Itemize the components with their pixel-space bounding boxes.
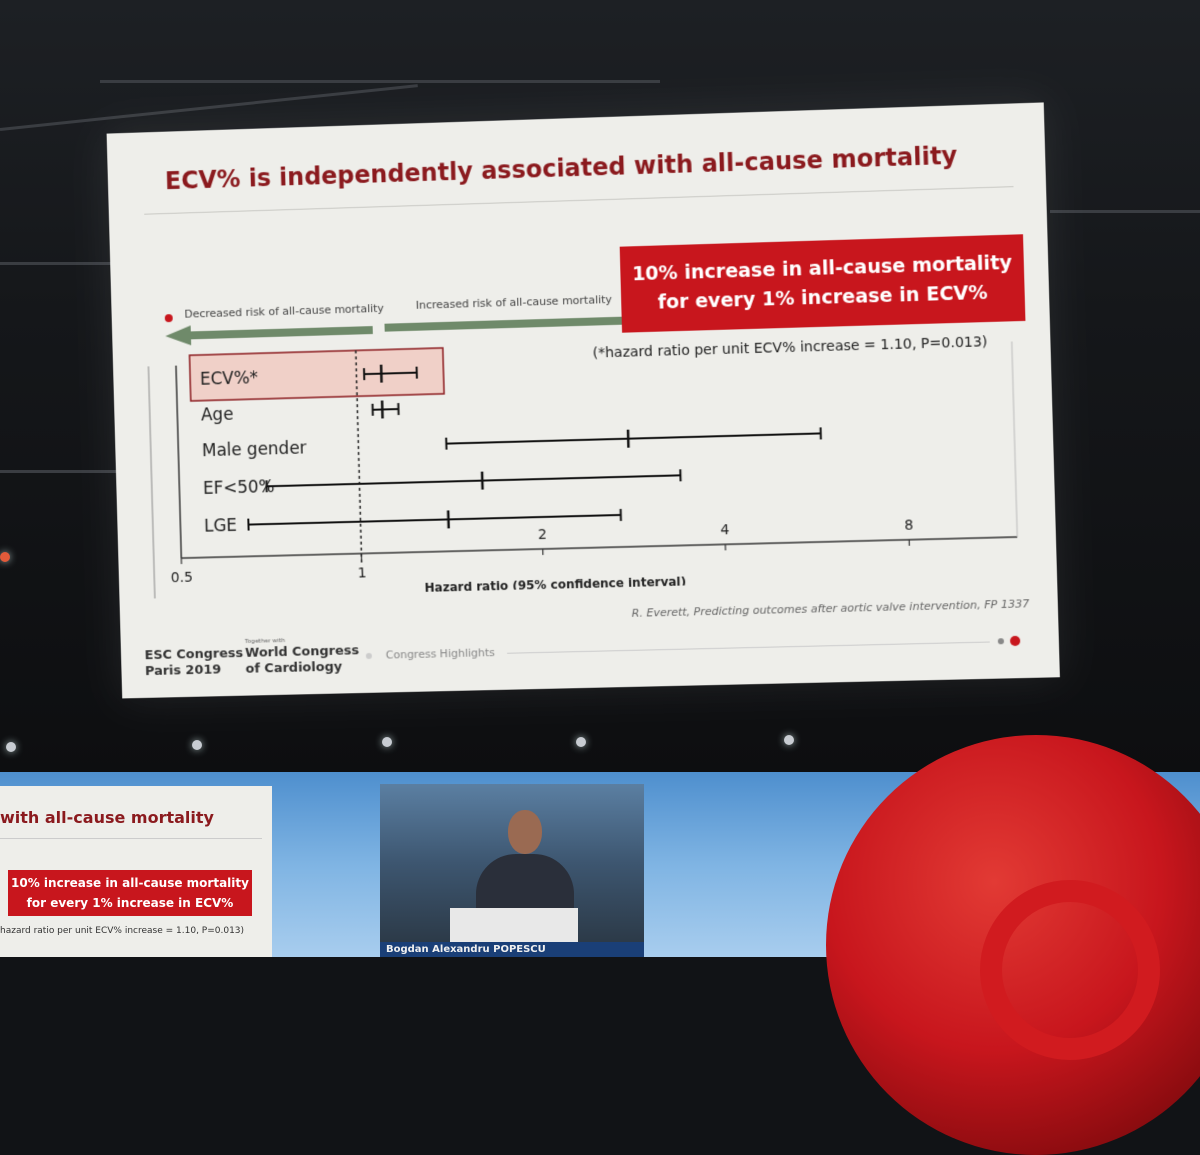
congress-highlights-label: Congress Highlights	[386, 646, 495, 662]
forest-row: Male gender	[202, 423, 821, 460]
confidence-interval	[267, 475, 681, 486]
confidence-interval	[446, 433, 820, 443]
esc-line-1: ESC Congress	[144, 646, 243, 664]
row-label: EF<50%	[203, 476, 275, 498]
y-axis-line	[176, 366, 181, 558]
stage-light	[784, 735, 794, 745]
esc-line-2: Paris 2019	[145, 662, 244, 680]
row-label: Male gender	[202, 437, 307, 460]
x-tick-label: 8	[904, 517, 913, 533]
together-with-label: Together with	[245, 637, 285, 645]
highlights-bullet	[366, 653, 372, 659]
esc-congress-logo: ESC Congress Paris 2019	[144, 646, 243, 680]
footer-dot-red	[1010, 636, 1020, 646]
wcc-line-2: of Cardiology	[245, 659, 359, 678]
hazard-ratio-point	[628, 430, 629, 448]
stage-light	[0, 552, 10, 562]
increased-risk-arrow	[384, 317, 621, 332]
hazard-ratio-point	[482, 472, 483, 490]
speaker-head	[508, 810, 542, 854]
footer-rule	[507, 642, 990, 654]
x-tick-label: 2	[538, 527, 547, 543]
forest-row: LGE	[204, 505, 621, 536]
ceiling-truss	[0, 470, 120, 473]
x-tick-label: 1	[357, 565, 366, 581]
confidence-interval	[373, 409, 399, 410]
x-axis-line	[181, 537, 1017, 558]
forest-row: Age	[201, 399, 399, 424]
x-axis-label: Hazard ratio (95% confidence interval)	[424, 574, 686, 594]
mini-callout-line-2: for every 1% increase in ECV%	[8, 893, 252, 913]
podium	[450, 908, 578, 942]
row-label: Age	[201, 404, 234, 425]
mini-footnote: hazard ratio per unit ECV% increase = 1.…	[0, 926, 244, 936]
forest-row: EF<50%	[203, 465, 681, 498]
mini-callout-line-1: 10% increase in all-cause mortality	[8, 873, 252, 893]
globe-ring	[980, 880, 1160, 1060]
ceiling-truss	[100, 80, 660, 83]
mini-callout: 10% increase in all-cause mortality for …	[8, 870, 252, 916]
stage-light	[382, 737, 392, 747]
decreased-risk-arrow	[165, 320, 373, 346]
stage-light	[192, 740, 202, 750]
stage-light	[6, 742, 16, 752]
projected-slide: ECV% is independently associated with al…	[107, 102, 1060, 698]
x-tick-label: 0.5	[171, 570, 193, 586]
slide-frame-left	[148, 366, 155, 599]
ceiling-truss	[1050, 210, 1200, 213]
mini-slide-title: with all-cause mortality	[0, 808, 214, 827]
row-label: LGE	[204, 515, 237, 536]
plot-border-right	[1012, 341, 1018, 537]
footer-dot-grey	[998, 638, 1004, 644]
citation: R. Everett, Predicting outcomes after ao…	[632, 597, 1030, 620]
row-label: ECV%*	[200, 367, 259, 389]
risk-arrows	[165, 313, 622, 346]
ceiling-truss	[0, 84, 418, 131]
speaker-name-bar: Bogdan Alexandru POPESCU	[380, 942, 644, 957]
x-tick-label: 4	[720, 522, 730, 538]
stage-light	[576, 737, 586, 747]
wcc-logo: World Congress of Cardiology	[245, 643, 360, 677]
x-axis-ticks: 0.5 1 2 4 8	[170, 517, 915, 586]
mini-slide-rule	[0, 838, 262, 839]
forest-plot: 0.5 1 2 4 8 ECV%* Age Male gender EF<50% LGE Haz…	[107, 102, 1057, 599]
confidence-interval	[248, 515, 620, 525]
speaker-video-feed	[380, 784, 644, 942]
mini-slide-feed: with all-cause mortality 10% increase in…	[0, 786, 272, 957]
